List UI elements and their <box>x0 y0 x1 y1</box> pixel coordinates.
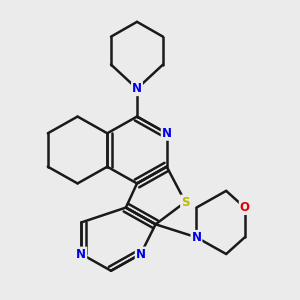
Text: S: S <box>181 196 190 208</box>
Text: N: N <box>132 82 142 95</box>
Text: N: N <box>76 248 86 260</box>
Text: O: O <box>240 201 250 214</box>
Text: N: N <box>136 248 146 260</box>
Text: N: N <box>191 231 201 244</box>
Text: N: N <box>162 127 172 140</box>
